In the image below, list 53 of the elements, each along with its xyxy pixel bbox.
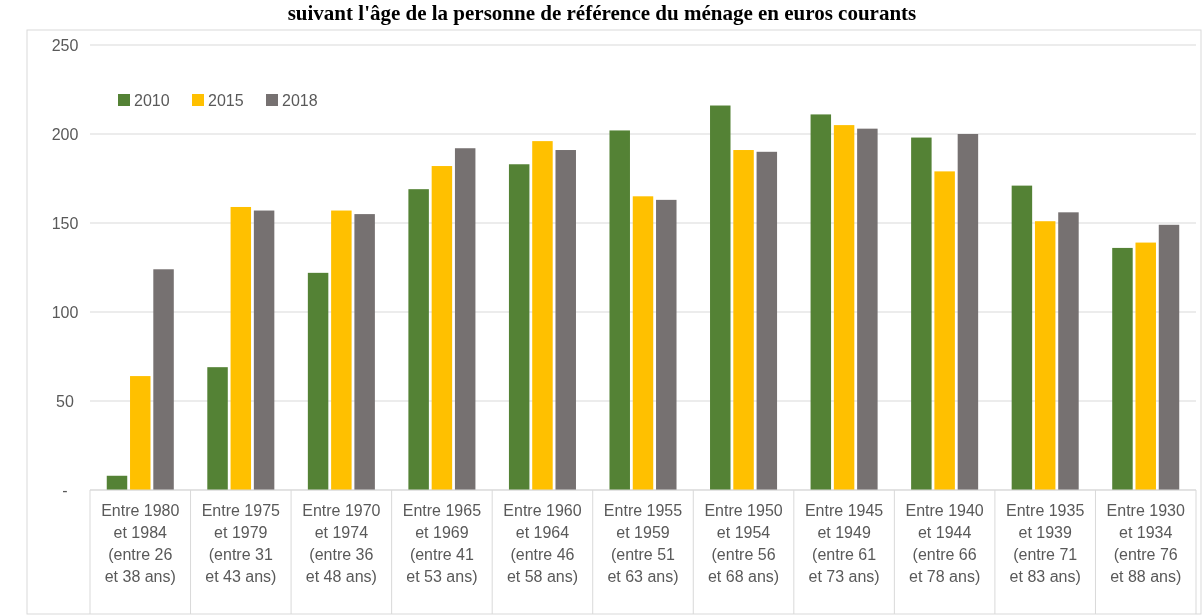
bar xyxy=(454,148,476,490)
bar xyxy=(532,141,553,490)
bar xyxy=(1034,221,1056,490)
x-tick-label: Entre 1930 et 1934 (entre 76 et 88 ans) xyxy=(1106,502,1185,585)
bar xyxy=(307,272,329,490)
bar xyxy=(555,150,576,490)
legend-label: 2010 xyxy=(134,91,170,109)
x-tick-label: Entre 1945 et 1949 (entre 61 et 73 ans) xyxy=(804,502,884,585)
bar xyxy=(934,171,955,490)
x-tick-label: Entre 1980 et 1984 (entre 26 et 38 ans) xyxy=(101,502,180,585)
chart-title: suivant l'âge de la personne de référence du ménage en euros courants xyxy=(287,1,917,25)
legend-label: 2018 xyxy=(282,91,318,109)
bar xyxy=(153,269,174,490)
y-tick-label: 250 xyxy=(51,36,79,54)
bar xyxy=(733,150,754,490)
bar xyxy=(857,128,878,490)
bar xyxy=(632,196,654,490)
y-tick-label: 150 xyxy=(51,214,79,232)
x-tick-label: Entre 1960 et 1964 (entre 46 et 58 ans) xyxy=(503,502,582,585)
x-tick-label: Entre 1950 et 1954 (entre 56 et 68 ans) xyxy=(704,502,783,585)
bar xyxy=(756,151,778,490)
legend-label: 2015 xyxy=(208,91,244,109)
bar xyxy=(408,189,429,490)
x-tick-label: Entre 1955 et 1959 (entre 51 et 63 ans) xyxy=(603,502,683,585)
bar xyxy=(957,134,979,490)
bar xyxy=(230,206,252,490)
x-tick-label: Entre 1940 et 1944 (entre 66 et 78 ans) xyxy=(905,502,984,585)
bar xyxy=(431,166,453,490)
y-tick-label: - xyxy=(62,481,68,499)
bar xyxy=(354,214,375,490)
bar xyxy=(1112,247,1133,490)
bar xyxy=(207,367,228,490)
y-tick-label: 50 xyxy=(56,392,74,410)
bar xyxy=(710,105,731,490)
x-tick-label: Entre 1975 et 1979 (entre 31 et 43 ans) xyxy=(201,502,281,585)
bar xyxy=(253,210,275,490)
bar xyxy=(833,125,855,490)
bar xyxy=(1058,212,1079,490)
bar xyxy=(331,210,352,490)
bar xyxy=(810,114,832,490)
y-tick-label: 200 xyxy=(51,125,79,143)
bar xyxy=(1158,224,1180,490)
x-tick-label: Entre 1935 et 1939 (entre 71 et 83 ans) xyxy=(1006,502,1085,585)
bar xyxy=(609,130,630,490)
bar xyxy=(911,137,932,490)
x-tick-label: Entre 1965 et 1969 (entre 41 et 53 ans) xyxy=(402,502,482,585)
bar xyxy=(508,164,530,490)
bar xyxy=(1135,242,1156,490)
y-tick-label: 100 xyxy=(51,303,79,321)
bar xyxy=(1011,185,1033,490)
bar xyxy=(656,199,677,490)
x-tick-label: Entre 1970 et 1974 (entre 36 et 48 ans) xyxy=(302,502,381,585)
bar xyxy=(130,376,151,490)
